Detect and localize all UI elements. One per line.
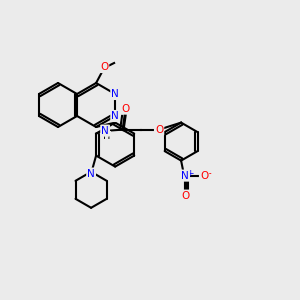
Text: O: O <box>100 62 108 72</box>
Text: O: O <box>121 103 129 114</box>
Text: N: N <box>111 89 119 99</box>
Text: O: O <box>155 124 163 135</box>
Text: -: - <box>207 168 211 178</box>
Text: N: N <box>111 111 119 121</box>
Text: O: O <box>181 190 189 201</box>
Text: +: + <box>186 169 194 178</box>
Text: N: N <box>101 126 109 136</box>
Text: N: N <box>87 169 95 178</box>
Text: N: N <box>181 171 189 181</box>
Text: H: H <box>103 130 111 141</box>
Text: O: O <box>200 171 208 181</box>
